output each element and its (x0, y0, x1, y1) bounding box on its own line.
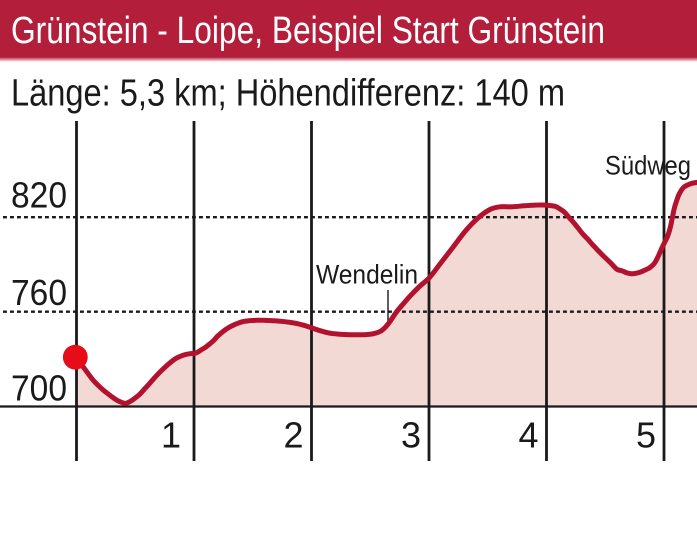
svg-text:Wendelin: Wendelin (316, 260, 418, 290)
svg-text:3: 3 (401, 415, 421, 456)
svg-text:Südweg: Südweg (605, 151, 691, 181)
svg-text:Grünstein - Loipe, Beispiel St: Grünstein - Loipe, Beispiel Start Grünst… (11, 10, 605, 52)
svg-text:1: 1 (161, 415, 181, 456)
svg-text:Länge: 5,3 km; Höhendifferenz:: Länge: 5,3 km; Höhendifferenz: 140 m (11, 73, 565, 115)
svg-text:4: 4 (518, 415, 538, 456)
svg-text:700: 700 (11, 368, 67, 409)
svg-text:760: 760 (11, 272, 67, 313)
svg-text:5: 5 (636, 415, 656, 456)
svg-text:2: 2 (283, 415, 303, 456)
svg-text:820: 820 (11, 175, 67, 216)
